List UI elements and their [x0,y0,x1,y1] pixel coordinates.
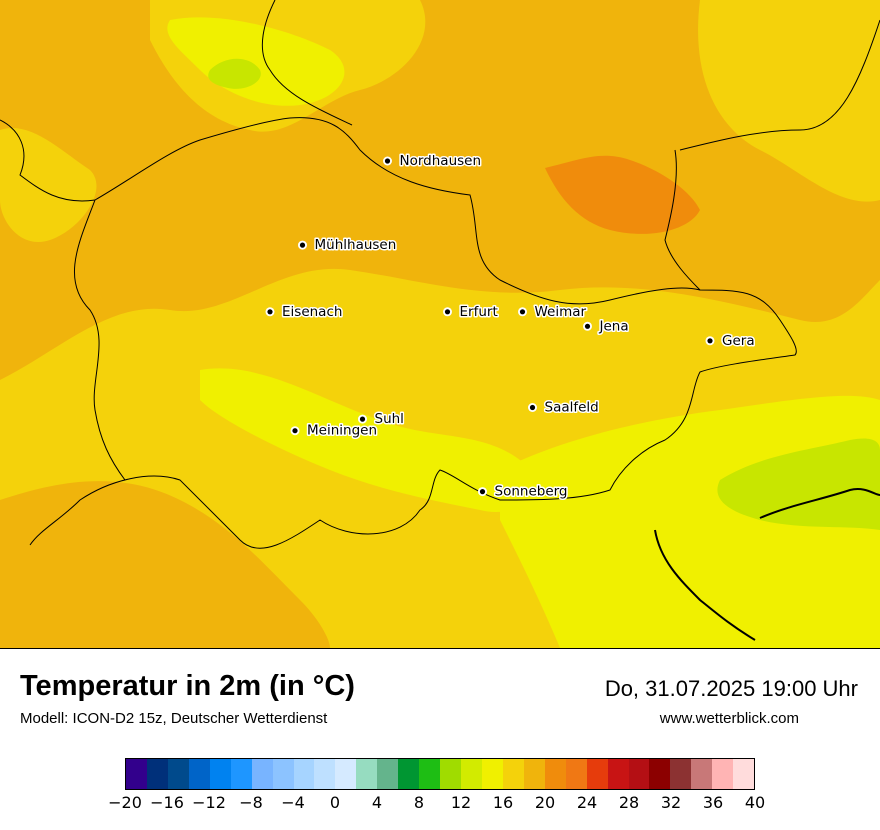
legend-swatch [314,759,336,789]
city-marker-dot [292,428,298,434]
legend-swatch [209,759,231,789]
map-canvas: Nordhausen Mühlhausen Eisenach Erfurt Weimar… [0,0,880,648]
city-saalfeld[interactable]: Saalfeld [528,398,600,417]
city-marker-dot [707,338,713,344]
legend-tick-label: 36 [702,793,724,812]
city-m-hlhausen[interactable]: Mühlhausen [298,236,398,255]
city-markers: Nordhausen Mühlhausen Eisenach Erfurt Weimar… [265,152,756,501]
legend-swatch [146,759,168,789]
legend-swatch [733,759,755,789]
legend-tick-label: −4 [281,793,305,812]
city-marker-dot [444,309,451,315]
legend-tick-label: 8 [413,793,425,812]
city-jena[interactable]: Jena [583,317,630,336]
city-marker-dot [529,404,536,411]
color-scale-legend [125,758,755,790]
city-label: Weimar [535,304,587,320]
city-label: Gera [722,333,755,349]
legend-tick-label: 24 [576,793,598,812]
city-label: Nordhausen [400,153,482,169]
legend-tick-label: 0 [329,793,341,812]
city-marker-dot [384,158,391,164]
legend-swatch [523,759,545,789]
legend-tick-label: 40 [744,793,766,812]
legend-swatch [502,759,524,789]
legend-swatch [670,759,692,789]
city-marker-dot [267,309,273,315]
legend-tick-label: 28 [618,793,640,812]
state-border-north [261,0,880,291]
city-marker-dot [299,242,306,248]
legend-swatch [377,759,399,789]
national-border-czech [654,488,880,641]
city-label: Jena [599,318,629,334]
legend-swatch [230,759,252,789]
city-label: Erfurt [460,304,498,320]
legend-swatch [419,759,441,789]
city-marker-dot [479,489,486,495]
color-scale-ticks: −20 −16 −12 −8 −4 0 4 8 12 16 20 24 28 32 36 40 [108,793,765,823]
city-label: Meiningen [307,423,377,439]
legend-tick-label: −16 [150,793,184,812]
city-erfurt[interactable]: Erfurt [443,302,499,321]
city-marker-dot [519,309,526,315]
legend-tick-label: −8 [239,793,263,812]
legend-tick-label: −20 [108,793,142,812]
page-title: Temperatur in 2m (in °C) [20,670,355,702]
legend-swatch [586,759,608,789]
legend-swatch [398,759,420,789]
legend-swatch [251,759,273,789]
legend-swatch [607,759,629,789]
temperature-zone-20-22-northeast [545,155,700,234]
legend-swatch [167,759,189,789]
legend-tick-label: −12 [192,793,226,812]
legend-swatch [126,759,147,789]
temperature-zone-18-20-southwest [0,481,330,648]
city-label: Saalfeld [545,400,599,416]
city-label: Sonneberg [495,484,568,500]
forecast-datetime: Do, 31.07.2025 19:00 Uhr [604,676,858,701]
legend-tick-label: 12 [450,793,472,812]
city-label: Mühlhausen [315,237,397,253]
city-meiningen[interactable]: Meiningen [290,421,379,440]
legend-swatch [649,759,671,789]
legend-swatch [461,759,482,789]
city-weimar[interactable]: Weimar [518,302,588,321]
legend-swatch [272,759,294,789]
city-label: Suhl [375,411,404,427]
city-nordhausen[interactable]: Nordhausen [383,152,483,171]
legend-swatch [440,759,461,789]
temperature-zone-12-north [208,58,261,89]
city-marker-dot [359,416,366,422]
temperature-zone-16-north [167,17,345,106]
city-gera[interactable]: Gera [705,331,756,350]
legend-tick-label: 32 [660,793,682,812]
legend-swatch [188,759,210,789]
legend-swatch [712,759,734,789]
city-label: Eisenach [282,304,342,320]
legend-swatch [691,759,713,789]
legend-swatch [293,759,315,789]
legend-swatch [481,759,503,789]
city-marker-dot [584,323,591,329]
state-border-west [0,119,96,202]
city-sonneberg[interactable]: Sonneberg [478,482,569,501]
legend-tick-label: 20 [534,793,556,812]
legend-swatch [628,759,650,789]
temperature-zone-16-18-northeast [698,0,880,202]
city-suhl[interactable]: Suhl [358,410,405,429]
model-source: Modell: ICON-D2 15z, Deutscher Wetterdie… [20,710,328,727]
state-border-thuringia [29,117,797,549]
city-eisenach[interactable]: Eisenach [265,302,344,321]
temperature-map[interactable]: Nordhausen Mühlhausen Eisenach Erfurt Weimar… [0,0,880,649]
website-link[interactable]: www.wetterblick.com [659,710,799,727]
legend-swatch [565,759,587,789]
temperature-zone-12-southeast [717,438,880,530]
legend-tick-label: 4 [371,793,383,812]
legend-swatch [356,759,378,789]
legend-swatch [544,759,566,789]
legend-tick-label: 16 [492,793,514,812]
legend-swatch [335,759,357,789]
